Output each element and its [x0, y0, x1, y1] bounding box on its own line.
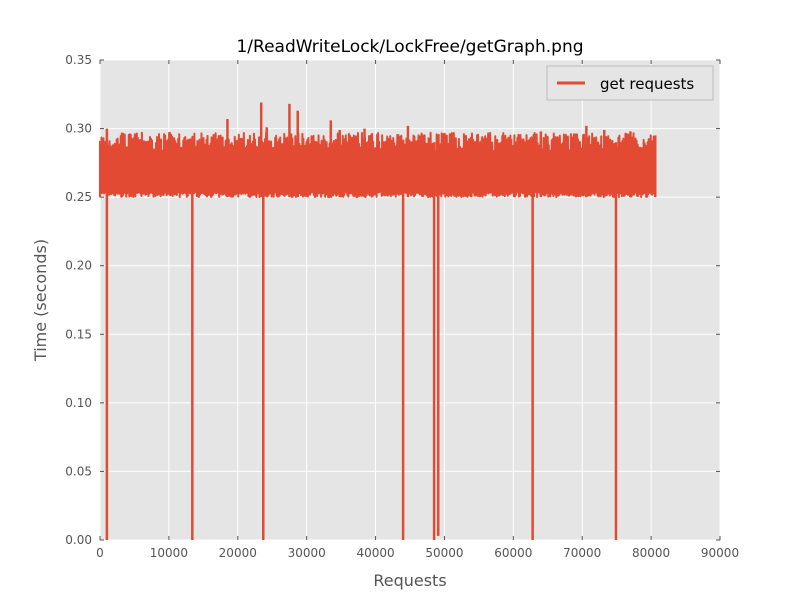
- x-tick-label: 90000: [701, 546, 739, 560]
- series-line: [99, 131, 657, 199]
- x-tick-label: 40000: [356, 546, 394, 560]
- x-tick-label: 10000: [150, 546, 188, 560]
- x-tick-label: 0: [96, 546, 104, 560]
- x-axis-label: Requests: [373, 571, 446, 590]
- y-tick-label: 0.15: [65, 327, 92, 341]
- x-tick-label: 30000: [288, 546, 326, 560]
- tick-labels: 0 10000 20000 30000 40000 50000 60000 70000 8000…: [65, 53, 739, 560]
- chart-title: 1/ReadWriteLock/LockFree/getGraph.png: [236, 37, 583, 57]
- x-tick-label: 80000: [632, 546, 670, 560]
- y-tick-label: 0.00: [65, 533, 92, 547]
- legend-label: get requests: [600, 75, 694, 93]
- y-axis-label: Time (seconds): [31, 239, 50, 362]
- y-tick-label: 0.25: [65, 190, 92, 204]
- y-tick-label: 0.05: [65, 464, 92, 478]
- y-tick-label: 0.30: [65, 122, 92, 136]
- x-tick-label: 60000: [494, 546, 532, 560]
- y-tick-label: 0.20: [65, 259, 92, 273]
- legend: get requests: [546, 65, 714, 101]
- axis-ticks: [99, 59, 721, 541]
- x-tick-label: 70000: [563, 546, 601, 560]
- y-tick-label: 0.35: [65, 53, 92, 67]
- legend-box: [546, 65, 714, 101]
- x-tick-label: 20000: [219, 546, 257, 560]
- x-tick-label: 50000: [425, 546, 463, 560]
- y-tick-label: 0.10: [65, 396, 92, 410]
- series-get-requests: [99, 102, 657, 540]
